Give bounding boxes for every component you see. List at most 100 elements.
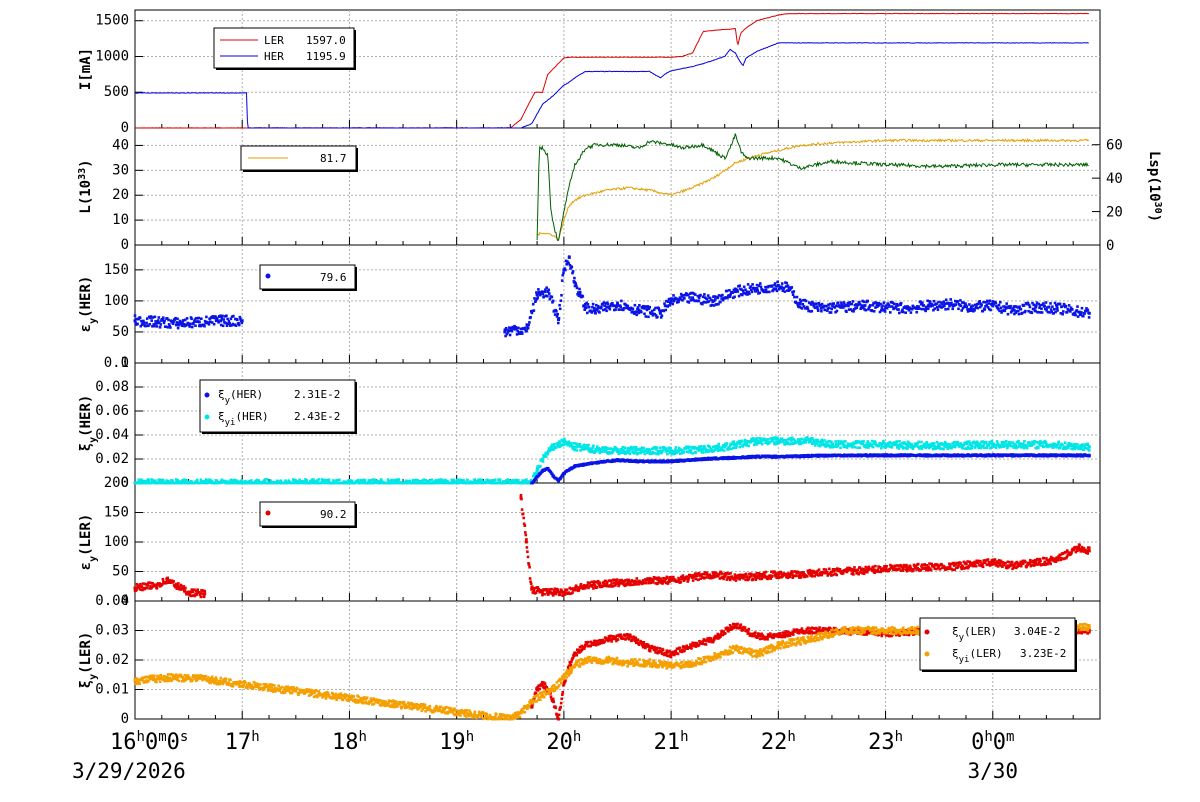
data-point [691,296,694,299]
data-point [553,443,556,446]
data-point [191,326,194,329]
ylabel-current: I[mA] [78,48,94,90]
data-point [817,309,820,312]
data-point [768,291,771,294]
data-point [562,472,565,475]
data-point [280,479,283,482]
data-point [1037,447,1040,450]
data-point [557,318,560,321]
data-point [560,294,563,297]
data-point [1041,311,1044,314]
data-point [1013,309,1016,312]
data-point [559,308,562,311]
data-point [968,303,971,306]
data-point [695,452,698,455]
x-tick-label: 20h [546,729,581,755]
data-point [688,446,691,449]
data-point [688,296,691,299]
data-point [517,327,520,330]
data-point [643,313,646,316]
data-point [638,304,641,307]
data-point [156,325,159,328]
data-point [1088,316,1091,319]
data-point [586,312,589,315]
data-point [920,441,923,444]
data-point [203,592,206,595]
data-point [552,300,555,303]
right-y-tick-label: 60 [1106,138,1123,154]
x-date-label: 3/29/2026 [72,759,186,783]
data-point [528,566,531,569]
data-point [865,309,868,312]
data-point [1045,443,1048,446]
data-point [525,534,528,537]
data-point [1082,443,1085,446]
data-point [889,311,892,314]
data-point [1009,305,1012,308]
data-point [665,309,668,312]
data-point [562,272,565,275]
data-point [338,479,341,482]
data-point [511,330,514,333]
data-point [573,277,576,280]
data-point [177,582,180,585]
data-point [503,330,506,333]
data-point [528,563,531,566]
data-point [1000,307,1003,310]
data-point [647,316,650,319]
data-point [834,440,837,443]
data-point [635,310,638,313]
data-point [791,286,794,289]
data-point [1021,312,1024,315]
data-point [520,494,523,497]
data-point [537,288,540,291]
data-point [562,441,565,444]
data-point [863,304,866,307]
data-point [632,307,635,310]
data-point [957,308,960,311]
data-point [933,300,936,303]
y-tick-label: 1500 [95,13,129,29]
data-point [697,300,700,303]
x-tick-label: 23h [868,729,903,755]
data-point [841,306,844,309]
data-point [796,296,799,299]
data-point [726,442,729,445]
data-point [536,296,539,299]
data-point [683,450,686,453]
data-point [134,587,137,590]
y-tick-label: 500 [104,84,129,100]
data-point [528,321,531,324]
data-point [672,303,675,306]
data-point [568,256,571,259]
data-point [200,596,203,599]
data-point [466,479,469,482]
data-point [937,301,940,304]
data-point [156,587,159,590]
data-point [759,282,762,285]
data-point [150,319,153,322]
data-point [856,306,859,309]
data-point [546,290,549,293]
data-point [888,305,891,308]
data-point [883,302,886,305]
y-tick-label: 0 [121,120,129,136]
y-tick-label: 0.04 [95,427,129,443]
data-point [938,454,941,457]
data-point [944,308,947,311]
data-point [1037,311,1040,314]
data-point [616,578,619,581]
data-point [881,304,884,307]
data-point [1045,301,1048,304]
data-point [830,454,833,457]
data-point [761,443,764,446]
y-tick-label: 100 [104,293,129,309]
data-point [844,440,847,443]
data-point [205,316,208,319]
data-point [756,437,759,440]
data-point [557,443,560,446]
data-point [1020,308,1023,311]
data-point [800,300,803,303]
data-point [691,452,694,455]
data-point [499,478,502,481]
